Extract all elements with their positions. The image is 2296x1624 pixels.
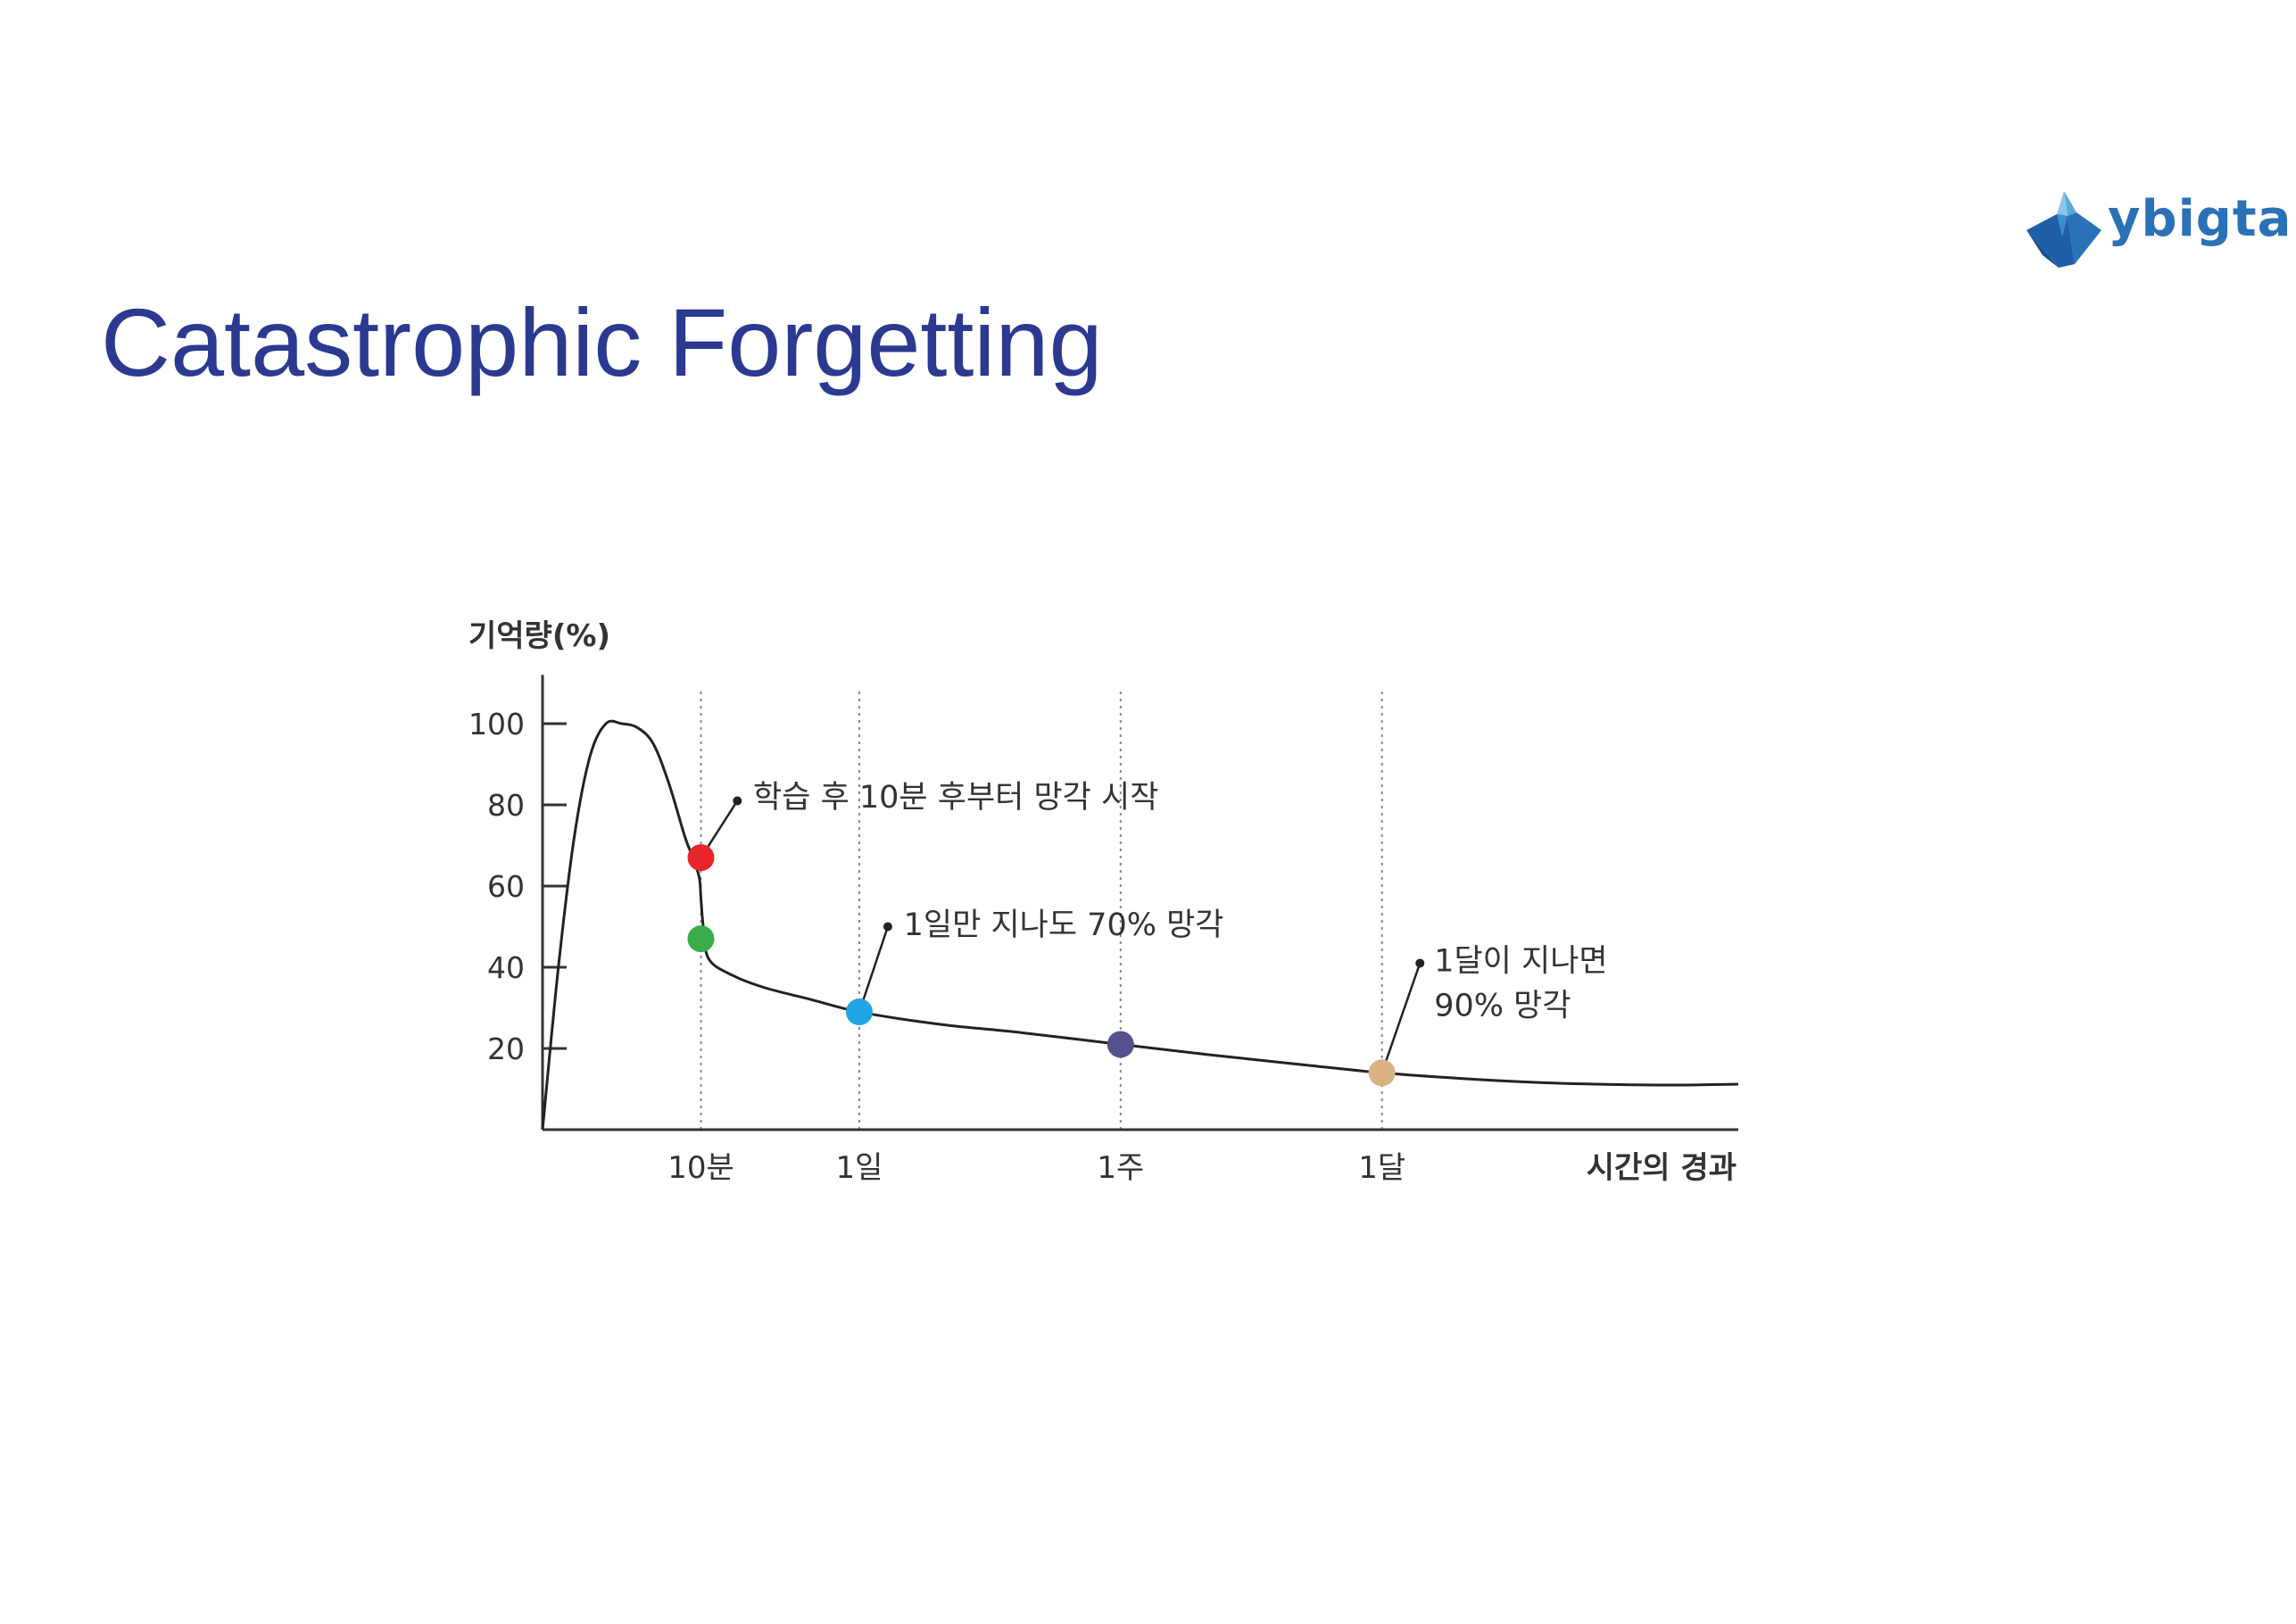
y-axis-label: 기억량(%) xyxy=(468,618,610,654)
annotation-text: 학습 후 10분 후부터 망각 시작 xyxy=(753,780,1158,816)
annotation-dot xyxy=(733,796,742,806)
data-point xyxy=(1107,1031,1134,1058)
y-tick-label: 40 xyxy=(487,950,525,985)
data-point xyxy=(687,925,715,953)
x-tick-label: 1달 xyxy=(1358,1150,1405,1186)
ybigta-logo-icon xyxy=(2027,191,2101,268)
data-point xyxy=(687,844,715,872)
y-tick-label: 20 xyxy=(487,1032,525,1066)
x-axis-label: 시간의 경과 xyxy=(1587,1150,1737,1186)
x-tick-label: 10분 xyxy=(667,1150,734,1186)
x-tick-label: 1일 xyxy=(836,1150,883,1186)
y-tick-label: 60 xyxy=(487,869,525,904)
data-point xyxy=(1368,1059,1396,1087)
annotation-leader-line xyxy=(1380,963,1422,1073)
ybigta-logo: ybigta xyxy=(2021,186,2292,275)
data-point xyxy=(845,998,873,1026)
y-tick-label: 100 xyxy=(468,707,525,742)
slide-title: Catastrophic Forgetting xyxy=(101,288,1103,396)
annotation-text: 90% 망각 xyxy=(1434,988,1571,1023)
ybigta-logo-text: ybigta xyxy=(2108,190,2292,248)
annotation-leader-line xyxy=(858,926,890,1013)
y-tick-label: 80 xyxy=(487,788,525,823)
annotation-text: 1일만 지나도 70% 망각 xyxy=(904,907,1224,943)
x-tick-label: 1주 xyxy=(1097,1150,1144,1186)
annotation-text: 1달이 지나면 xyxy=(1434,943,1607,979)
annotation-dot xyxy=(1415,958,1425,968)
annotation-dot xyxy=(883,922,892,932)
forgetting-curve-line xyxy=(541,719,1739,1131)
